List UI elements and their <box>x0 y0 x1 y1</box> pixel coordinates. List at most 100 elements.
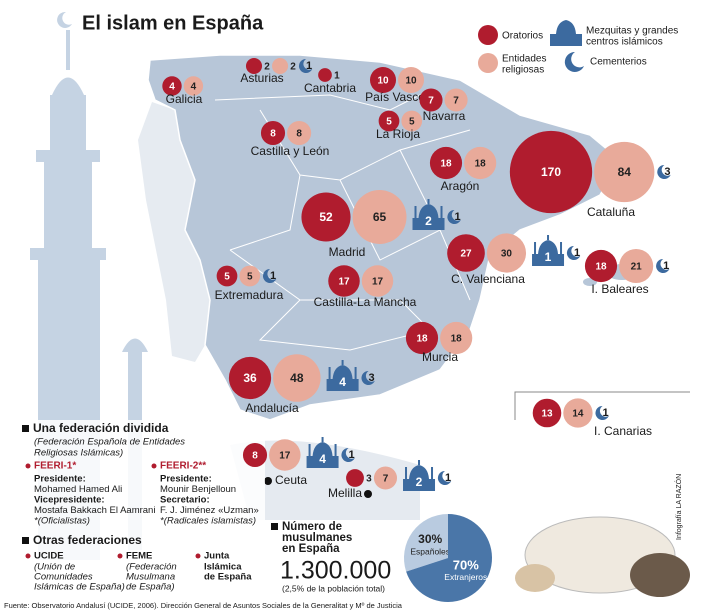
muslims-total: 1.300.000 <box>280 557 391 585</box>
federation-line: Comunidades <box>34 572 93 583</box>
entidades-count: 48 <box>290 371 304 385</box>
entidades-count: 17 <box>372 277 384 288</box>
muslims-note: (2,5% de la población total) <box>282 583 385 593</box>
bullet <box>271 523 278 530</box>
cemetery-count: 1 <box>270 270 276 282</box>
entidades-bubble <box>361 265 394 297</box>
cemetery-count: 3 <box>664 166 670 178</box>
oratorios-count: 1 <box>334 71 340 82</box>
bullet-dot <box>25 553 31 559</box>
region-borders <box>214 89 471 351</box>
legend-mosque <box>550 20 582 46</box>
region-name: Aragón <box>441 179 480 193</box>
legend-oratorios <box>478 25 498 45</box>
legend-label: centros islámicos <box>586 37 663 48</box>
region-name: Madrid <box>329 245 366 259</box>
federation-line: Musulmana <box>126 572 175 583</box>
oratorios-count: 17 <box>338 277 350 288</box>
oratorios-bubble <box>584 249 618 283</box>
region-name: Andalucía <box>245 401 299 415</box>
pie-label: Españoles <box>410 546 450 556</box>
entidades-bubble <box>401 110 423 132</box>
region-name: I. Baleares <box>591 282 648 296</box>
entidades-count: 4 <box>191 82 197 93</box>
federation-line: Islámicas de España) <box>34 582 125 593</box>
oratorios-bubble <box>216 265 238 287</box>
entidades-count: 5 <box>247 272 253 283</box>
oratorios-count: 52 <box>319 210 333 224</box>
bullet <box>22 425 29 432</box>
oratorios-bubble <box>260 120 286 146</box>
region-name: Extremadura <box>215 288 284 302</box>
group-line: Secretario: <box>160 495 210 506</box>
group-line: *(Radicales islamistas) <box>160 516 256 527</box>
oratorios-count: 5 <box>224 272 230 283</box>
entidades-bubble <box>287 120 312 146</box>
oratorios-count: 8 <box>252 451 258 462</box>
cemetery-count: 1 <box>663 260 669 272</box>
group-line: Presidente: <box>34 474 86 485</box>
source: Fuente: Observatorio Andalusí (UCIDE, 20… <box>4 601 403 610</box>
oratorios-bubble <box>429 146 463 180</box>
entidades-count: 84 <box>618 165 632 179</box>
region-name: Navarra <box>423 109 466 123</box>
oratorios-bubble <box>509 130 593 214</box>
section-title: Otras federaciones <box>33 533 142 547</box>
cemetery-icon <box>341 447 355 462</box>
entidades-count: 2 <box>290 62 296 73</box>
region-name: Galicia <box>166 92 203 106</box>
legend-label: religiosas <box>502 65 544 76</box>
cemetery-count: 1 <box>454 211 460 223</box>
group-line: Mohamed Hamed Ali <box>34 484 122 495</box>
cemetery-count: 1 <box>603 407 609 419</box>
entidades-bubble <box>269 439 301 471</box>
entidades-count: 17 <box>279 451 291 462</box>
entidades-count: 7 <box>383 474 389 485</box>
cemetery-icon <box>298 58 313 73</box>
entidades-bubble <box>464 146 497 180</box>
entidades-bubble <box>619 248 654 284</box>
mosque-count: 2 <box>425 214 432 228</box>
section-subtitle: (Federación Española de Entidades <box>34 437 185 448</box>
cemetery-count: 1 <box>445 472 451 484</box>
oratorios-bubble <box>378 110 400 132</box>
oratorios-bubble <box>162 76 182 96</box>
entidades-count: 18 <box>451 334 463 345</box>
mosque-icon <box>532 235 565 266</box>
oratorios-bubble <box>328 265 360 297</box>
oratorios-count: 5 <box>386 117 392 128</box>
entidades-bubble <box>273 354 321 402</box>
credit: Infografía LA RAZÓN <box>674 474 683 540</box>
cemetery-icon <box>656 258 670 273</box>
entidades-count: 7 <box>453 96 459 107</box>
oratorios-count: 10 <box>377 76 389 87</box>
mosque-icon <box>306 437 339 468</box>
oratorios-count: 2 <box>264 62 270 73</box>
cemetery-count: 1 <box>574 247 580 259</box>
federation-line: (Federación <box>126 562 177 573</box>
region-name: Asturias <box>240 71 283 85</box>
group-line: Vicepresidente: <box>34 495 105 506</box>
pie-slice <box>404 514 448 572</box>
group-name: FEERI-2** <box>160 461 206 472</box>
entidades-bubble <box>239 265 261 287</box>
entidades-bubble <box>486 233 527 273</box>
entidades-count: 8 <box>296 129 302 140</box>
cemetery-count: 1 <box>306 60 312 72</box>
melilla-marker <box>364 490 372 498</box>
federation-name: UCIDE <box>34 551 64 562</box>
pie-value: 70% <box>453 557 479 572</box>
region-name: Ceuta <box>275 473 307 487</box>
cemetery-icon <box>566 245 581 260</box>
praying-figure <box>515 516 690 597</box>
region-name: Castilla-La Mancha <box>314 295 417 309</box>
entidades-count: 5 <box>409 117 415 128</box>
region-name: La Rioja <box>376 127 420 141</box>
bullet-dot <box>151 463 157 469</box>
mosque-count: 4 <box>319 452 326 466</box>
entidades-bubble <box>398 66 425 94</box>
legend-cemetery <box>564 51 584 72</box>
oratorios-bubble <box>245 57 263 75</box>
mosque-icon <box>412 199 445 230</box>
